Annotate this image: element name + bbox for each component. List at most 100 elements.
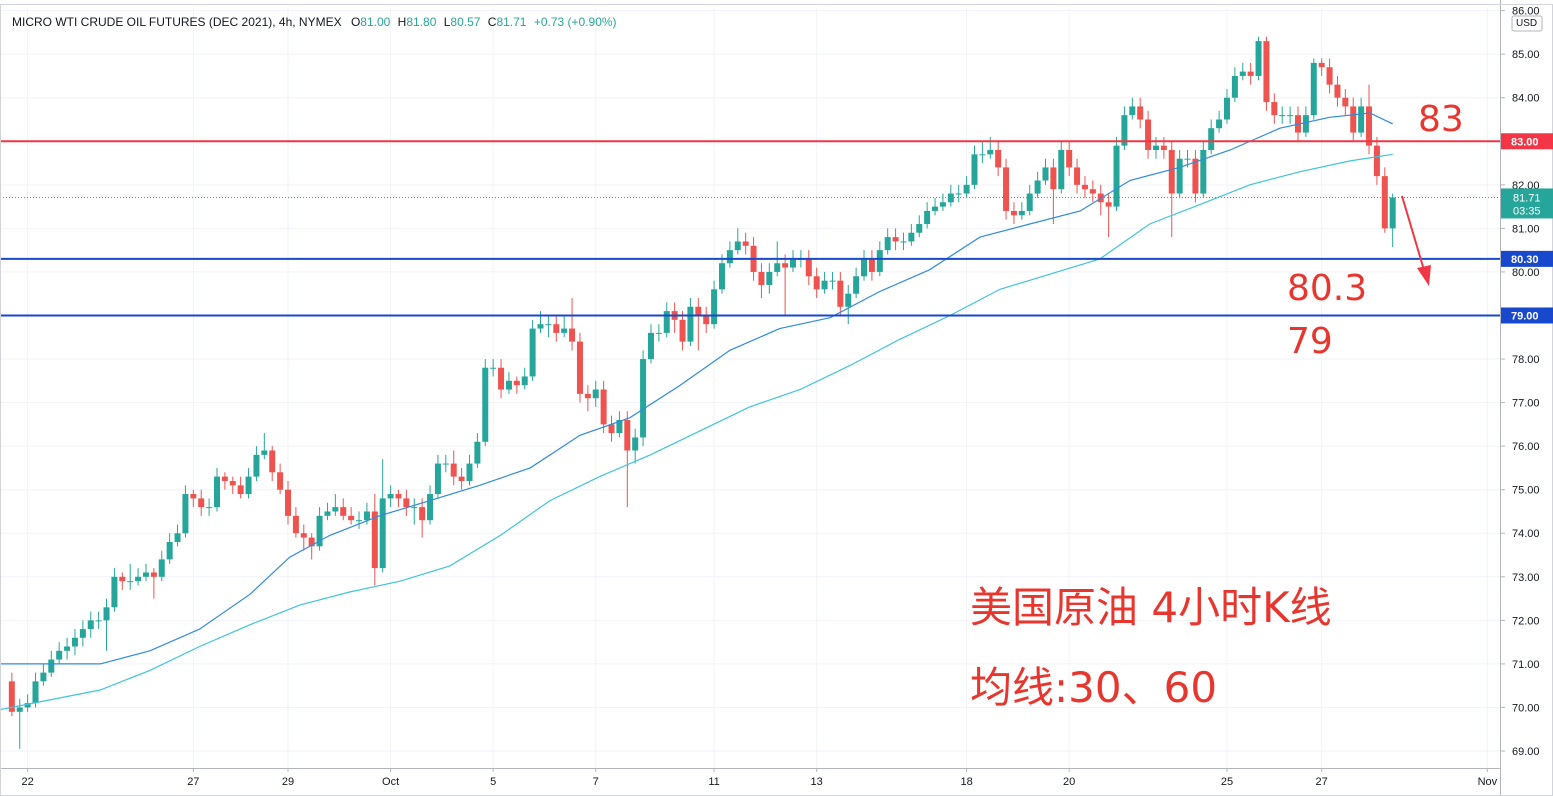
candle-body — [1381, 176, 1388, 229]
candle-body — [1358, 106, 1365, 133]
candle-body — [135, 576, 142, 582]
ohlc-value: 81.71 — [496, 15, 526, 29]
candle-body — [482, 367, 489, 442]
moving-average — [0, 112, 1393, 665]
candle-body — [1200, 149, 1207, 194]
level-label: 80.30 — [1511, 254, 1539, 266]
candle-body — [876, 250, 883, 272]
candle-body — [16, 707, 23, 712]
x-tick-label: Nov — [1478, 776, 1498, 788]
candle-body — [939, 202, 946, 207]
annotation: 79 — [1287, 321, 1333, 362]
candle-body — [292, 515, 299, 534]
candle-body — [758, 271, 765, 285]
candle-body — [569, 328, 576, 342]
candle-body — [711, 289, 718, 325]
candle-body — [995, 149, 1002, 168]
candle-body — [513, 380, 520, 386]
symbol: MICRO WTI CRUDE OIL FUTURES (DEC 2021), … — [12, 15, 342, 29]
candle-body — [971, 154, 978, 185]
candle-body — [813, 276, 820, 290]
candle-body — [1263, 41, 1270, 103]
candle-body — [987, 149, 994, 155]
header: MICRO WTI CRUDE OIL FUTURES (DEC 2021), … — [12, 15, 617, 29]
candle-body — [206, 507, 213, 509]
candle-body — [24, 703, 31, 708]
candle-body — [269, 450, 276, 473]
candle-body — [1247, 71, 1254, 76]
candle-body — [498, 367, 505, 390]
candle-body — [395, 494, 402, 499]
candle-body — [1216, 119, 1223, 129]
candle-body — [442, 463, 449, 465]
candle-body — [600, 389, 607, 425]
candle-body — [490, 367, 497, 369]
candle-body — [1034, 180, 1041, 194]
candle-body — [119, 576, 126, 582]
candle-body — [8, 681, 15, 712]
candle-body — [285, 489, 292, 516]
candle-body — [1081, 184, 1088, 190]
candle-body — [703, 315, 710, 325]
candle-body — [900, 241, 907, 243]
x-tick-label: Oct — [382, 776, 399, 788]
candle-body — [1152, 145, 1159, 150]
change: +0.73 (+0.90%) — [534, 15, 617, 29]
candle-body — [584, 393, 591, 399]
candle-body — [1113, 145, 1120, 207]
y-tick-label: 74.00 — [1512, 528, 1540, 540]
candle-body — [576, 341, 583, 394]
candle-body — [553, 324, 560, 333]
candle-body — [695, 306, 702, 316]
candle-body — [608, 424, 615, 434]
y-tick-label: 69.00 — [1512, 746, 1540, 758]
ohlc-value: 81.00 — [360, 15, 390, 29]
y-tick-label: 70.00 — [1512, 702, 1540, 714]
candle-body — [419, 507, 426, 521]
arrow — [1401, 195, 1431, 286]
candle-body — [64, 646, 71, 651]
ohlc-value: 80.57 — [450, 15, 480, 29]
candle-body — [1239, 71, 1246, 76]
candle-body — [32, 681, 39, 704]
y-tick-label: 84.00 — [1512, 93, 1540, 105]
candle-body — [221, 476, 228, 481]
candle-body — [845, 293, 852, 307]
candle-body — [166, 541, 173, 560]
candle-body — [261, 450, 268, 455]
candle-body — [87, 620, 94, 630]
annotation: 83 — [1418, 99, 1464, 140]
x-tick-label: 13 — [811, 776, 823, 788]
candle-body — [955, 193, 962, 195]
candle-body — [1302, 115, 1309, 133]
candle-body — [868, 258, 875, 272]
arrow-head — [1417, 265, 1431, 286]
candle-body — [766, 271, 773, 285]
candle-body — [458, 476, 465, 481]
y-tick-label: 85.00 — [1512, 49, 1540, 61]
ohlc-label: L — [444, 15, 451, 29]
candle-body — [1279, 115, 1286, 117]
candle-body — [1334, 84, 1341, 98]
arrow-shaft — [1401, 195, 1425, 271]
candle-body — [371, 511, 378, 569]
y-tick-label: 81.00 — [1512, 223, 1540, 235]
candle-body — [908, 232, 915, 242]
candle-body — [411, 507, 418, 509]
candle-body — [726, 250, 733, 264]
x-tick-label: 27 — [187, 776, 199, 788]
candle-body — [150, 572, 157, 577]
candle-body — [332, 507, 339, 512]
candle-body — [213, 476, 220, 508]
level-label: 83.00 — [1511, 136, 1539, 148]
candle-body — [537, 324, 544, 329]
ohlc-label: C — [488, 15, 497, 29]
candle-body — [529, 328, 536, 377]
candle-body — [403, 498, 410, 508]
candle-body — [1168, 149, 1175, 194]
candle-body — [592, 389, 599, 399]
candle-body — [237, 485, 244, 495]
candle-body — [245, 476, 252, 495]
x-tick-label: 22 — [21, 776, 33, 788]
candle-body — [56, 650, 63, 660]
